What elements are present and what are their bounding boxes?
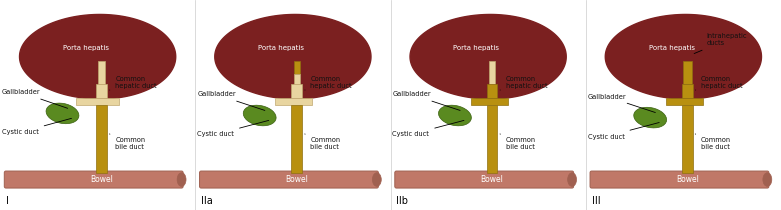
Text: Gallbladder: Gallbladder (197, 92, 265, 110)
Text: Common
bile duct: Common bile duct (695, 134, 731, 150)
Text: Common
hepatic duct: Common hepatic duct (109, 76, 157, 90)
Ellipse shape (568, 173, 576, 186)
FancyBboxPatch shape (294, 61, 300, 74)
Text: Cystic duct: Cystic duct (587, 122, 659, 139)
Text: Bowel: Bowel (90, 175, 113, 184)
Text: Porta hepatis: Porta hepatis (649, 45, 694, 51)
Text: Gallbladder: Gallbladder (587, 94, 655, 113)
FancyBboxPatch shape (98, 61, 105, 84)
Polygon shape (215, 14, 371, 99)
Text: Common
bile duct: Common bile duct (109, 134, 145, 150)
Text: Common
hepatic duct: Common hepatic duct (695, 76, 743, 90)
FancyBboxPatch shape (5, 171, 183, 188)
Text: Bowel: Bowel (676, 175, 699, 184)
Polygon shape (410, 14, 566, 99)
FancyBboxPatch shape (683, 61, 692, 84)
Ellipse shape (177, 173, 186, 186)
FancyBboxPatch shape (291, 105, 302, 173)
FancyBboxPatch shape (489, 61, 495, 84)
FancyBboxPatch shape (394, 171, 573, 188)
FancyBboxPatch shape (470, 98, 508, 105)
Ellipse shape (243, 105, 276, 126)
Text: Intrahepatic
ducts: Intrahepatic ducts (694, 33, 747, 54)
Text: I: I (6, 196, 9, 206)
FancyBboxPatch shape (275, 98, 312, 105)
FancyBboxPatch shape (294, 74, 300, 84)
FancyBboxPatch shape (96, 84, 107, 98)
Ellipse shape (633, 107, 667, 128)
Ellipse shape (46, 103, 79, 124)
FancyBboxPatch shape (682, 105, 693, 173)
FancyBboxPatch shape (96, 105, 107, 173)
FancyBboxPatch shape (487, 84, 497, 98)
FancyBboxPatch shape (77, 98, 119, 105)
FancyBboxPatch shape (590, 171, 769, 188)
Text: Cystic duct: Cystic duct (2, 118, 72, 135)
FancyBboxPatch shape (291, 84, 302, 98)
Text: Common
hepatic duct: Common hepatic duct (305, 76, 352, 90)
Ellipse shape (373, 173, 381, 186)
FancyBboxPatch shape (487, 105, 497, 173)
Text: Porta hepatis: Porta hepatis (259, 45, 304, 51)
Text: Common
bile duct: Common bile duct (305, 134, 341, 150)
Ellipse shape (763, 173, 772, 186)
Ellipse shape (438, 105, 472, 126)
Text: Bowel: Bowel (285, 175, 308, 184)
Text: Porta hepatis: Porta hepatis (63, 45, 109, 51)
Text: Common
bile duct: Common bile duct (500, 134, 536, 150)
Text: III: III (592, 196, 601, 206)
Text: IIb: IIb (396, 196, 408, 206)
Polygon shape (605, 14, 761, 99)
Polygon shape (20, 14, 176, 99)
FancyBboxPatch shape (682, 84, 693, 98)
Text: Bowel: Bowel (480, 175, 504, 184)
FancyBboxPatch shape (665, 98, 703, 105)
FancyBboxPatch shape (200, 171, 379, 188)
Text: Cystic duct: Cystic duct (197, 120, 269, 137)
Text: Gallbladder: Gallbladder (2, 89, 68, 108)
Text: Porta hepatis: Porta hepatis (454, 45, 499, 51)
Text: IIa: IIa (201, 196, 213, 206)
Text: Gallbladder: Gallbladder (392, 92, 460, 110)
Text: Cystic duct: Cystic duct (392, 120, 464, 137)
Text: Common
hepatic duct: Common hepatic duct (500, 76, 547, 90)
